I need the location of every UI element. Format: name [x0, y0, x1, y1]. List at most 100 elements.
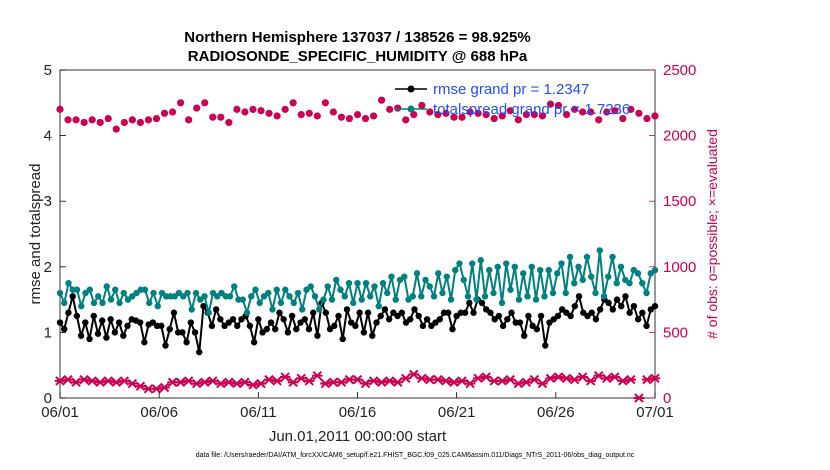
data-point-obs-possible	[410, 111, 418, 119]
data-point-obs-possible	[120, 118, 128, 127]
data-point-rmse	[436, 316, 443, 323]
data-point-obs-evaluated	[585, 376, 596, 386]
data-point-rmse	[280, 316, 287, 323]
data-point-rmse	[339, 335, 346, 343]
data-point-rmse	[609, 306, 617, 313]
x-tick-label: 06/26	[537, 404, 575, 421]
data-point-totalspread	[273, 286, 280, 293]
legend-spread-marker	[407, 105, 415, 113]
data-point-rmse	[255, 316, 262, 323]
data-point-totalspread	[248, 293, 255, 300]
data-point-obs-evaluated	[54, 376, 66, 386]
data-point-totalspread	[358, 296, 365, 303]
data-point-rmse	[630, 302, 638, 310]
data-point-totalspread	[571, 280, 578, 287]
data-point-obs-evaluated	[472, 373, 484, 384]
data-point-obs-evaluated	[521, 377, 532, 387]
data-point-totalspread	[520, 270, 527, 277]
data-point-rmse	[643, 322, 650, 330]
data-point-obs-possible	[514, 116, 522, 124]
data-point-obs-possible	[627, 105, 635, 113]
data-point-obs-evaluated	[191, 378, 202, 389]
data-point-totalspread	[65, 280, 72, 287]
data-point-totalspread	[290, 299, 297, 307]
data-point-obs-evaluated	[384, 376, 395, 386]
data-point-obs-evaluated	[175, 377, 186, 387]
y2-tick-label: 0	[663, 390, 671, 407]
data-point-rmse	[449, 325, 456, 333]
data-point-rmse	[250, 339, 258, 346]
data-point-totalspread	[184, 289, 191, 297]
data-point-obs-possible	[265, 109, 273, 117]
data-point-obs-possible	[96, 118, 104, 127]
data-point-obs-possible	[193, 104, 201, 112]
data-point-obs-possible	[506, 107, 514, 115]
data-point-obs-possible	[466, 108, 474, 116]
data-point-rmse	[622, 293, 629, 300]
data-point-rmse	[571, 302, 579, 310]
data-point-totalspread	[154, 302, 161, 310]
data-point-obs-possible	[168, 108, 177, 116]
data-point-totalspread	[320, 296, 327, 303]
data-point-obs-evaluated	[633, 393, 645, 403]
data-point-rmse	[356, 309, 363, 316]
data-point-obs-possible	[329, 108, 337, 116]
data-point-obs-evaluated	[464, 378, 476, 389]
data-point-totalspread	[447, 296, 455, 303]
data-point-obs-possible	[538, 112, 547, 120]
data-point-totalspread	[617, 263, 625, 270]
data-point-rmse	[542, 342, 549, 349]
data-point-rmse	[537, 312, 545, 320]
data-point-totalspread	[464, 293, 472, 300]
data-point-obs-evaluated	[456, 376, 468, 386]
data-point-rmse	[605, 299, 612, 307]
x-tick-label: 06/11	[240, 404, 276, 421]
data-point-obs-possible	[144, 116, 153, 124]
data-point-rmse	[592, 316, 600, 323]
data-point-totalspread	[413, 270, 421, 277]
data-point-totalspread	[477, 257, 484, 264]
data-point-totalspread	[90, 299, 98, 307]
data-point-totalspread	[528, 263, 535, 270]
data-point-obs-evaluated	[111, 377, 122, 387]
data-point-obs-possible	[482, 111, 490, 119]
data-point-totalspread	[73, 286, 81, 293]
data-point-rmse	[466, 299, 473, 307]
data-point-obs-possible	[458, 113, 466, 121]
data-point-rmse	[107, 316, 114, 323]
data-point-obs-evaluated	[440, 376, 452, 386]
data-point-totalspread	[532, 296, 540, 303]
data-point-rmse	[516, 319, 524, 326]
data-point-obs-possible	[160, 109, 169, 117]
data-point-obs-evaluated	[336, 377, 347, 387]
data-point-rmse	[158, 322, 165, 330]
data-point-rmse	[191, 329, 199, 336]
data-point-totalspread	[99, 299, 106, 307]
data-point-obs-evaluated	[480, 372, 492, 382]
data-point-rmse	[305, 325, 313, 333]
data-point-rmse	[284, 329, 292, 336]
data-point-totalspread	[600, 293, 608, 300]
data-point-obs-possible	[498, 112, 506, 120]
data-point-obs-possible	[434, 111, 442, 119]
data-point-rmse	[381, 306, 389, 313]
data-point-rmse	[626, 309, 633, 316]
data-point-rmse	[301, 316, 308, 323]
data-point-totalspread	[554, 270, 561, 277]
data-point-obs-evaluated	[312, 370, 323, 381]
data-point-rmse	[196, 348, 203, 356]
data-point-obs-evaluated	[529, 374, 540, 385]
data-point-obs-evaluated	[625, 374, 637, 385]
data-point-totalspread	[341, 293, 348, 300]
data-point-totalspread	[256, 299, 263, 307]
data-point-rmse	[352, 322, 359, 330]
data-point-obs-evaluated	[448, 377, 460, 387]
data-point-totalspread	[316, 306, 323, 313]
data-point-obs-evaluated	[151, 384, 162, 394]
data-point-obs-evaluated	[432, 374, 444, 385]
data-point-totalspread	[507, 286, 514, 293]
data-point-totalspread	[541, 293, 548, 300]
data-point-totalspread	[392, 296, 399, 303]
data-point-rmse	[272, 325, 279, 333]
